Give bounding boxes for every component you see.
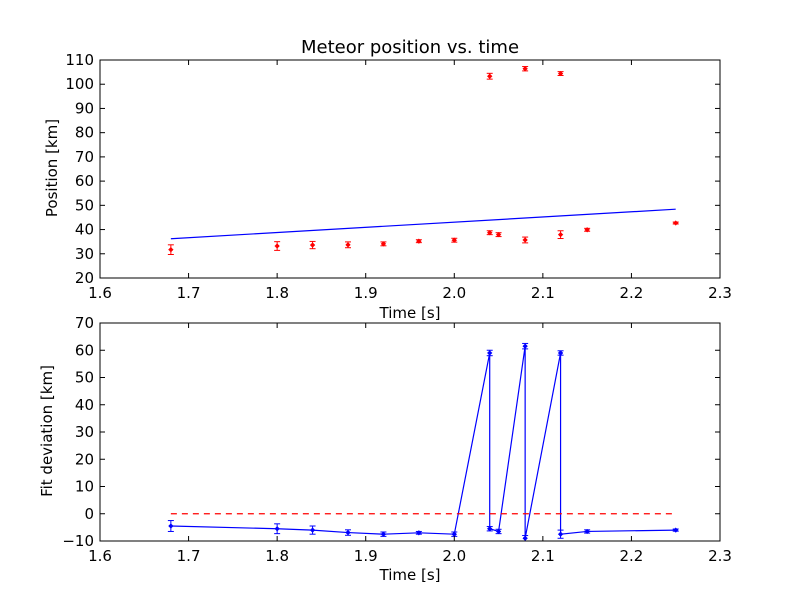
series-line <box>170 208 676 240</box>
data-point <box>345 529 351 536</box>
data-point <box>380 531 387 537</box>
y-tick-label: 40 <box>75 221 94 239</box>
x-axis-label: Time [s] <box>379 566 441 584</box>
data-point <box>522 343 528 349</box>
y-tick-label: 60 <box>75 341 94 359</box>
x-tick-label: 1.9 <box>354 284 378 302</box>
x-tick-label: 2.0 <box>442 284 466 302</box>
data-point <box>672 527 679 533</box>
x-tick-label: 1.6 <box>88 284 112 302</box>
series-line <box>170 346 676 539</box>
y-tick-label: 30 <box>75 245 94 263</box>
x-tick-label: 2.2 <box>619 284 643 302</box>
series-line <box>170 208 676 240</box>
y-tick-label: 10 <box>75 478 94 496</box>
y-tick-label: 70 <box>75 148 94 166</box>
data-point <box>486 229 493 236</box>
y-tick-label: 110 <box>65 51 94 69</box>
data-point <box>345 242 351 248</box>
data-point <box>451 237 458 243</box>
y-tick-label: 50 <box>75 196 94 214</box>
data-point <box>274 243 280 249</box>
data-point <box>557 231 564 238</box>
series-errorbar-points <box>167 65 679 256</box>
data-point <box>522 237 528 243</box>
data-point <box>486 73 493 79</box>
data-point <box>557 70 564 77</box>
y-axis-label: Fit deviation [km] <box>38 365 56 497</box>
data-point <box>495 231 502 238</box>
data-point <box>486 350 493 356</box>
data-point <box>557 531 564 537</box>
y-tick-label: 0 <box>84 505 94 523</box>
data-point <box>168 246 174 253</box>
plot-frame <box>99 59 721 279</box>
data-point <box>584 528 590 535</box>
x-tick-label: 1.7 <box>177 284 201 302</box>
data-point <box>380 241 387 247</box>
chart-title: Meteor position vs. time <box>301 37 519 58</box>
x-tick-label: 2.1 <box>531 547 555 565</box>
y-tick-label: 60 <box>75 172 94 190</box>
data-point <box>557 350 564 356</box>
y-tick-label: 20 <box>75 450 94 468</box>
x-tick-label: 1.7 <box>177 547 201 565</box>
x-tick-label: 2.1 <box>531 284 555 302</box>
x-tick-label: 1.6 <box>88 547 112 565</box>
y-tick-label: 20 <box>75 269 94 287</box>
x-axis-label: Time [s] <box>379 304 441 322</box>
y-tick-label: 80 <box>75 124 94 142</box>
data-point <box>168 523 174 529</box>
data-point <box>522 65 528 72</box>
y-tick-label: 100 <box>65 75 94 93</box>
deviation-panel: Time [s] Fit deviation [km] 1.6 1.7 1.8 1.9… <box>38 314 732 584</box>
x-tick-label: 2.2 <box>619 547 643 565</box>
y-tick-label: 30 <box>75 423 94 441</box>
y-axis-label: Position [km] <box>43 119 61 217</box>
y-tick-label: 50 <box>75 369 94 387</box>
data-point <box>274 525 280 532</box>
data-point <box>672 220 679 226</box>
data-point <box>495 528 502 535</box>
data-point <box>309 527 316 533</box>
x-tick-label: 1.9 <box>354 547 378 565</box>
data-point <box>309 242 316 248</box>
position-panel: Meteor position vs. time Time [s] Positi… <box>43 37 732 322</box>
x-tick-label: 2.3 <box>708 547 732 565</box>
x-tick-label: 2.3 <box>708 284 732 302</box>
x-tick-label: 1.8 <box>265 284 289 302</box>
x-tick-label: 2.0 <box>442 547 466 565</box>
y-tick-label: −10 <box>62 532 94 550</box>
data-point <box>584 227 590 233</box>
data-point <box>486 525 493 532</box>
x-tick-label: 1.8 <box>265 547 289 565</box>
y-tick-label: 40 <box>75 396 94 414</box>
data-point <box>416 238 422 244</box>
data-point <box>416 530 422 536</box>
y-tick-label: 70 <box>75 314 94 332</box>
y-tick-label: 90 <box>75 99 94 117</box>
